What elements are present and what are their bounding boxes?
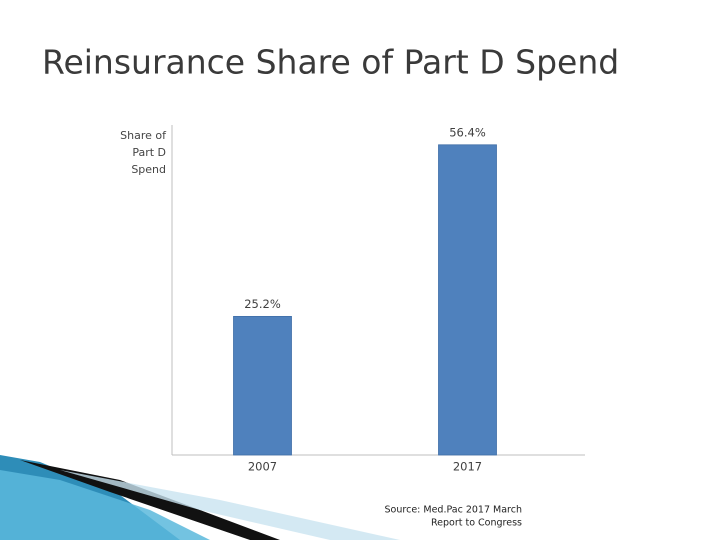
chart-title: Reinsurance Share of Part D Spend: [42, 43, 619, 82]
y-axis-label: Spend: [131, 163, 166, 176]
x-tick-label: 2017: [453, 460, 482, 474]
source-note: Report to Congress: [431, 518, 522, 529]
bar: [233, 315, 292, 456]
data-label: 25.2%: [244, 297, 281, 311]
data-label: 56.4%: [449, 125, 486, 139]
y-axis-label: Part D: [132, 146, 166, 159]
x-tick-label: 2007: [248, 460, 277, 474]
y-axis-label: Share of: [120, 129, 167, 142]
source-note: Source: Med.Pac 2017 March: [385, 505, 522, 516]
bar: [438, 144, 497, 456]
decoration: [0, 455, 400, 540]
